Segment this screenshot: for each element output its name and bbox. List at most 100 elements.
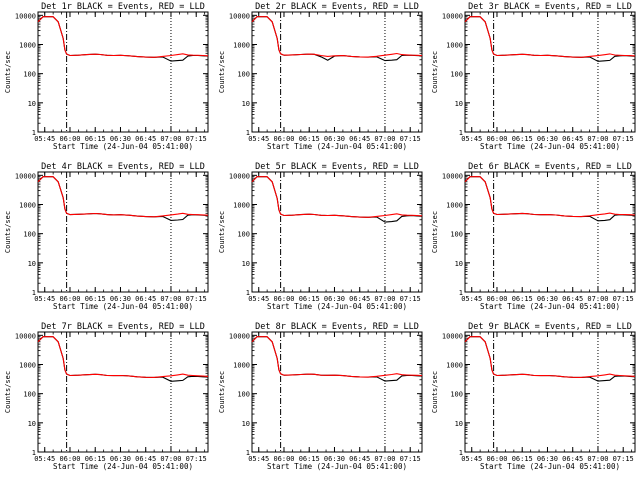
y-tick-label: 10000	[442, 172, 463, 180]
y-tick-label: 1000	[19, 201, 36, 209]
x-tick-label: 05:45	[248, 135, 269, 143]
x-tick-label: 05:45	[34, 295, 55, 303]
x-tick-label: 07:00	[374, 135, 395, 143]
x-tick-label: 07:15	[400, 135, 421, 143]
x-tick-label: 06:45	[349, 135, 370, 143]
y-tick-label: 10000	[229, 332, 250, 340]
x-tick-label: 06:45	[135, 295, 156, 303]
y-tick-label: 10	[455, 260, 463, 268]
x-tick-label: 07:15	[613, 135, 634, 143]
lld-rate-line	[37, 176, 209, 218]
y-tick-label: 10000	[15, 172, 36, 180]
y-tick-label: 100	[23, 231, 36, 239]
y-tick-label: 1000	[446, 201, 463, 209]
y-tick-label: 10000	[15, 332, 36, 340]
y-tick-label: 1	[459, 289, 463, 297]
y-tick-label: 100	[237, 391, 250, 399]
x-tick-label: 06:30	[110, 295, 131, 303]
x-tick-label: 06:30	[324, 455, 345, 463]
x-tick-label: 05:45	[461, 135, 482, 143]
plot-frame	[464, 171, 636, 293]
y-tick-label: 10	[242, 260, 250, 268]
y-tick-label: 1	[246, 449, 250, 457]
panel-title: Det 4r BLACK = Events, RED = LLD	[41, 162, 205, 172]
y-tick-label: 10	[28, 100, 36, 108]
x-tick-label: 06:15	[512, 295, 533, 303]
y-tick-label: 10	[28, 260, 36, 268]
x-tick-label: 06:45	[562, 135, 583, 143]
lld-rate-line	[464, 176, 636, 218]
x-tick-label: 05:45	[34, 455, 55, 463]
x-axis-label: Start Time (24-Jun-04 05:41:00)	[480, 302, 620, 311]
x-tick-label: 06:30	[110, 455, 131, 463]
y-axis-label: Counts/sec	[218, 371, 226, 413]
x-tick-label: 07:00	[374, 295, 395, 303]
x-tick-label: 06:00	[273, 455, 294, 463]
detector-panel: Det 2r BLACK = Events, RED = LLD 1 10 100 10…	[218, 2, 423, 151]
x-tick-label: 06:45	[349, 295, 370, 303]
x-axis-label: Start Time (24-Jun-04 05:41:00)	[53, 302, 193, 311]
x-tick-label: 06:15	[85, 455, 106, 463]
y-tick-label: 1	[459, 449, 463, 457]
x-tick-label: 07:15	[186, 295, 207, 303]
panel-title: Det 3r BLACK = Events, RED = LLD	[468, 2, 632, 12]
y-tick-label: 1	[32, 129, 36, 137]
x-tick-label: 06:45	[135, 455, 156, 463]
x-tick-label: 06:30	[537, 455, 558, 463]
panel-title: Det 8r BLACK = Events, RED = LLD	[255, 322, 419, 332]
y-axis-label: Counts/sec	[431, 211, 439, 253]
y-tick-label: 10000	[442, 332, 463, 340]
x-axis-label: Start Time (24-Jun-04 05:41:00)	[267, 142, 407, 151]
x-tick-label: 05:45	[461, 295, 482, 303]
y-tick-label: 100	[23, 391, 36, 399]
x-tick-label: 06:00	[59, 295, 80, 303]
x-tick-label: 06:15	[85, 295, 106, 303]
x-tick-label: 06:30	[324, 135, 345, 143]
x-tick-label: 06:30	[537, 135, 558, 143]
y-tick-label: 100	[23, 71, 36, 79]
x-tick-label: 06:15	[299, 295, 320, 303]
y-tick-label: 10000	[442, 12, 463, 20]
x-tick-label: 07:15	[186, 455, 207, 463]
x-tick-label: 06:45	[562, 455, 583, 463]
y-tick-label: 100	[450, 391, 463, 399]
x-tick-label: 06:00	[273, 295, 294, 303]
lld-rate-line	[464, 336, 636, 378]
y-tick-label: 10	[455, 100, 463, 108]
y-axis-label: Counts/sec	[4, 211, 12, 253]
x-tick-label: 07:00	[587, 295, 608, 303]
panel-title: Det 6r BLACK = Events, RED = LLD	[468, 162, 632, 172]
detector-panel: Det 6r BLACK = Events, RED = LLD 1 10 100 10…	[431, 162, 636, 311]
x-tick-label: 05:45	[34, 135, 55, 143]
detector-panel: Det 7r BLACK = Events, RED = LLD 1 10 100 10…	[4, 322, 209, 471]
y-tick-label: 10000	[15, 12, 36, 20]
x-tick-label: 05:45	[461, 455, 482, 463]
y-tick-label: 1	[32, 289, 36, 297]
lld-rate-line	[464, 16, 636, 58]
lld-rate-line	[37, 16, 209, 58]
y-tick-label: 100	[237, 231, 250, 239]
x-axis-label: Start Time (24-Jun-04 05:41:00)	[53, 142, 193, 151]
x-axis-label: Start Time (24-Jun-04 05:41:00)	[267, 302, 407, 311]
x-tick-label: 07:15	[613, 295, 634, 303]
y-tick-label: 1000	[233, 361, 250, 369]
y-tick-label: 1000	[19, 41, 36, 49]
x-tick-label: 06:45	[135, 135, 156, 143]
y-axis-label: Counts/sec	[4, 51, 12, 93]
panel-title: Det 9r BLACK = Events, RED = LLD	[468, 322, 632, 332]
plot-frame	[37, 11, 209, 133]
y-tick-label: 1000	[446, 41, 463, 49]
x-axis-label: Start Time (24-Jun-04 05:41:00)	[480, 462, 620, 471]
y-tick-label: 100	[450, 231, 463, 239]
x-tick-label: 06:00	[486, 295, 507, 303]
y-axis-label: Counts/sec	[218, 51, 226, 93]
x-tick-label: 06:15	[512, 135, 533, 143]
y-tick-label: 10	[455, 420, 463, 428]
detector-panel: Det 9r BLACK = Events, RED = LLD 1 10 100 10…	[431, 322, 636, 471]
y-axis-label: Counts/sec	[431, 51, 439, 93]
detector-panel: Det 8r BLACK = Events, RED = LLD 1 10 100 10…	[218, 322, 423, 471]
panel-title: Det 1r BLACK = Events, RED = LLD	[41, 2, 205, 12]
plot-frame	[37, 331, 209, 453]
detector-panel: Det 1r BLACK = Events, RED = LLD 1 10 100 10…	[4, 2, 209, 151]
